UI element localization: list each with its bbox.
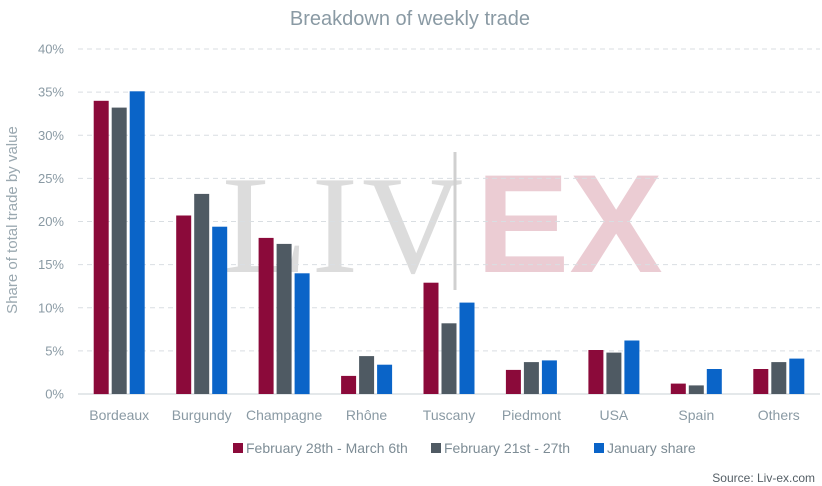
x-tick-label: Others bbox=[758, 407, 800, 423]
bar bbox=[276, 243, 292, 394]
bar bbox=[505, 369, 521, 394]
legend-swatch bbox=[431, 443, 441, 453]
bar bbox=[670, 383, 686, 394]
bar bbox=[789, 358, 805, 394]
y-tick-label: 30% bbox=[38, 128, 64, 143]
y-tick-label: 40% bbox=[38, 42, 64, 57]
bar bbox=[129, 91, 145, 395]
x-tick-label: Bordeaux bbox=[89, 407, 149, 423]
bar bbox=[771, 362, 787, 394]
bar bbox=[377, 364, 393, 394]
y-tick-label: 0% bbox=[45, 387, 64, 402]
x-axis-categories: Bordeaux Burgundy Champagne Rhône Tuscany Pie… bbox=[89, 407, 800, 423]
bar bbox=[359, 356, 375, 394]
x-tick-label: Champagne bbox=[246, 407, 322, 423]
legend-label: February 28th - March 6th bbox=[246, 440, 408, 456]
x-tick-label: USA bbox=[599, 407, 628, 423]
bar bbox=[258, 237, 274, 394]
legend-label: February 21st - 27th bbox=[444, 440, 570, 456]
y-tick-label: 20% bbox=[38, 214, 64, 229]
bar bbox=[111, 107, 127, 394]
bar bbox=[194, 193, 210, 394]
y-tick-label: 25% bbox=[38, 171, 64, 186]
x-tick-label: Burgundy bbox=[172, 407, 232, 423]
legend: February 28th - March 6th February 21st -… bbox=[233, 440, 696, 456]
y-axis-label: Share of total trade by value bbox=[4, 126, 21, 314]
bar bbox=[441, 323, 457, 394]
legend-label: January share bbox=[607, 440, 696, 456]
x-tick-label: Rhône bbox=[346, 407, 387, 423]
bar bbox=[588, 350, 604, 394]
bar bbox=[688, 385, 704, 394]
bar bbox=[459, 302, 475, 394]
y-tick-label: 35% bbox=[38, 85, 64, 100]
bar bbox=[176, 215, 192, 394]
x-tick-label: Piedmont bbox=[502, 407, 561, 423]
bar bbox=[523, 362, 539, 394]
y-tick-label: 5% bbox=[45, 343, 64, 358]
bar bbox=[212, 226, 228, 394]
bar bbox=[294, 273, 310, 395]
x-tick-label: Spain bbox=[678, 407, 714, 423]
bars bbox=[93, 91, 805, 395]
y-tick-label: 10% bbox=[38, 300, 64, 315]
bar bbox=[423, 282, 439, 394]
legend-swatch bbox=[233, 443, 243, 453]
y-axis-ticks: 0% 5% 10% 15% 20% 25% 30% 35% 40% bbox=[38, 42, 64, 402]
bar bbox=[541, 360, 557, 394]
chart-title: Breakdown of weekly trade bbox=[290, 8, 530, 30]
bar bbox=[624, 340, 640, 394]
bar bbox=[93, 100, 109, 395]
bar bbox=[606, 352, 622, 394]
watermark-ex-text: EX bbox=[476, 145, 663, 302]
legend-swatch bbox=[594, 443, 604, 453]
y-tick-label: 15% bbox=[38, 257, 64, 272]
bar bbox=[753, 369, 769, 394]
bar bbox=[341, 375, 357, 394]
x-tick-label: Tuscany bbox=[423, 407, 475, 423]
bar bbox=[706, 369, 722, 394]
source-note: Source: Liv-ex.com bbox=[712, 471, 815, 485]
